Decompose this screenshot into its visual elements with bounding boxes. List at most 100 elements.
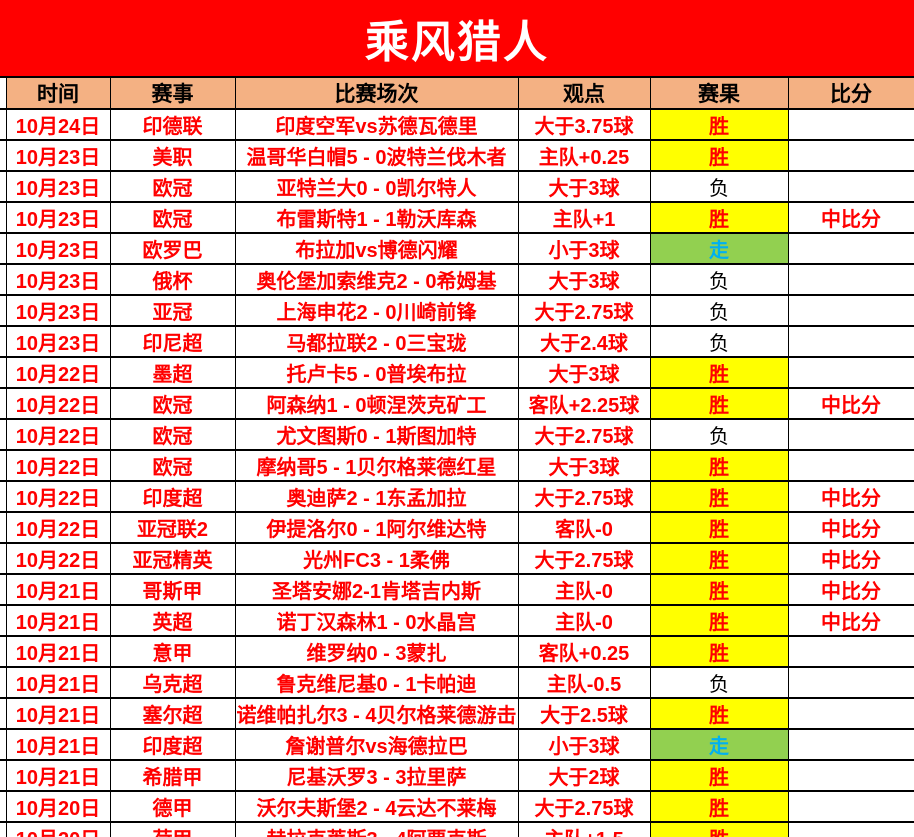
date-cell: 10月24日 — [5, 108, 111, 141]
table-row: 10月23日 美职 温哥华白帽5 - 0波特兰伐木者 主队+0.25 胜 — [0, 139, 914, 172]
view-cell: 主队+0.25 — [517, 139, 651, 172]
date-cell: 10月21日 — [5, 759, 111, 792]
league-cell: 亚冠联2 — [109, 511, 236, 544]
table-row: 10月23日 亚冠 上海申花2 - 0川崎前锋 大于2.75球负 — [0, 294, 914, 327]
score-cell — [787, 139, 914, 172]
score-cell — [787, 294, 914, 327]
score-cell — [787, 418, 914, 451]
view-cell: 大于3球 — [517, 449, 651, 482]
score-cell — [787, 108, 914, 141]
table-header: 时间 赛事 比赛场次 观点 赛果 比分 — [0, 76, 914, 110]
view-cell: 客队-0 — [517, 511, 651, 544]
date-cell: 10月21日 — [5, 635, 111, 668]
match-cell: 马都拉联2 - 0三宝珑 — [234, 325, 519, 358]
table-row: 10月21日 乌克超 鲁克维尼基0 - 1卡帕迪 主队-0.5 负 — [0, 666, 914, 699]
league-cell: 乌克超 — [109, 666, 236, 699]
view-cell: 小于3球 — [517, 232, 651, 265]
view-cell: 小于3球 — [517, 728, 651, 761]
score-cell — [787, 356, 914, 389]
column-header-league: 赛事 — [109, 76, 236, 110]
date-cell: 10月23日 — [5, 294, 111, 327]
view-cell: 主队-0.5 — [517, 666, 651, 699]
match-cell: 圣塔安娜2-1肯塔吉内斯 — [234, 573, 519, 606]
score-cell — [787, 666, 914, 699]
match-cell: 维罗纳0 - 3蒙扎 — [234, 635, 519, 668]
view-cell: 大于2球 — [517, 759, 651, 792]
result-cell: 胜 — [649, 387, 789, 420]
view-cell: 大于3球 — [517, 263, 651, 296]
league-cell: 欧罗巴 — [109, 232, 236, 265]
date-cell: 10月22日 — [5, 480, 111, 513]
table-row: 10月23日 俄杯 奥伦堡加索维克2 - 0希姆基 大于3球负 — [0, 263, 914, 296]
result-cell: 胜 — [649, 201, 789, 234]
results-table: 时间 赛事 比赛场次 观点 赛果 比分 10月24日 印德联 印度空军vs苏德瓦德里… — [0, 76, 914, 837]
column-header-result: 赛果 — [649, 76, 789, 110]
match-cell: 尼基沃罗3 - 3拉里萨 — [234, 759, 519, 792]
league-cell: 亚冠精英 — [109, 542, 236, 575]
league-cell: 印尼超 — [109, 325, 236, 358]
date-cell: 10月21日 — [5, 604, 111, 637]
date-cell: 10月20日 — [5, 790, 111, 823]
header-row: 时间 赛事 比赛场次 观点 赛果 比分 — [0, 76, 914, 110]
score-cell: 中比分 — [787, 542, 914, 575]
view-cell: 客队+2.25球 — [517, 387, 651, 420]
match-cell: 奥伦堡加索维克2 - 0希姆基 — [234, 263, 519, 296]
league-cell: 塞尔超 — [109, 697, 236, 730]
league-cell: 亚冠 — [109, 294, 236, 327]
date-cell: 10月23日 — [5, 170, 111, 203]
league-cell: 希腊甲 — [109, 759, 236, 792]
result-cell: 负 — [649, 418, 789, 451]
result-cell: 胜 — [649, 542, 789, 575]
match-cell: 詹谢普尔vs海德拉巴 — [234, 728, 519, 761]
view-cell: 大于3球 — [517, 356, 651, 389]
table-row: 10月22日 欧冠 摩纳哥5 - 1贝尔格莱德红星 大于3球胜 — [0, 449, 914, 482]
match-cell: 诺维帕扎尔3 - 4贝尔格莱德游击 — [234, 697, 519, 730]
result-cell: 胜 — [649, 759, 789, 792]
table-row: 10月22日 亚冠联2 伊提洛尔0 - 1阿尔维达特 客队-0 胜中比分 — [0, 511, 914, 544]
date-cell: 10月22日 — [5, 542, 111, 575]
table-row: 10月22日 欧冠 阿森纳1 - 0顿涅茨克矿工 客队+2.25球胜中比分 — [0, 387, 914, 420]
result-cell: 胜 — [649, 635, 789, 668]
table-row: 10月21日 印度超 詹谢普尔vs海德拉巴 小于3球走 — [0, 728, 914, 761]
league-cell: 俄杯 — [109, 263, 236, 296]
score-cell: 中比分 — [787, 480, 914, 513]
result-cell: 胜 — [649, 356, 789, 389]
column-header-score: 比分 — [787, 76, 914, 110]
score-cell: 中比分 — [787, 604, 914, 637]
score-cell: 中比分 — [787, 573, 914, 606]
league-cell: 德甲 — [109, 790, 236, 823]
date-cell: 10月23日 — [5, 139, 111, 172]
match-cell: 托卢卡5 - 0普埃布拉 — [234, 356, 519, 389]
match-cell: 赫拉克莱斯3 - 4阿贾克斯 — [234, 821, 519, 837]
match-cell: 奥迪萨2 - 1东孟加拉 — [234, 480, 519, 513]
date-cell: 10月23日 — [5, 232, 111, 265]
match-cell: 光州FC3 - 1柔佛 — [234, 542, 519, 575]
table-row: 10月21日 哥斯甲 圣塔安娜2-1肯塔吉内斯 主队-0 胜中比分 — [0, 573, 914, 606]
result-cell: 负 — [649, 294, 789, 327]
league-cell: 印德联 — [109, 108, 236, 141]
table-row: 10月21日 希腊甲 尼基沃罗3 - 3拉里萨 大于2球胜 — [0, 759, 914, 792]
view-cell: 大于2.75球 — [517, 418, 651, 451]
league-cell: 欧冠 — [109, 170, 236, 203]
score-cell — [787, 728, 914, 761]
date-cell: 10月21日 — [5, 697, 111, 730]
league-cell: 英超 — [109, 604, 236, 637]
view-cell: 大于2.4球 — [517, 325, 651, 358]
table-row: 10月24日 印德联 印度空军vs苏德瓦德里 大于3.75球胜 — [0, 108, 914, 141]
view-cell: 客队+0.25 — [517, 635, 651, 668]
table-row: 10月22日 欧冠 尤文图斯0 - 1斯图加特 大于2.75球负 — [0, 418, 914, 451]
banner: 乘风猎人 — [0, 0, 914, 76]
league-cell: 印度超 — [109, 480, 236, 513]
score-cell — [787, 232, 914, 265]
match-cell: 布雷斯特1 - 1勒沃库森 — [234, 201, 519, 234]
score-cell — [787, 635, 914, 668]
column-header-time: 时间 — [5, 76, 111, 110]
view-cell: 大于3.75球 — [517, 108, 651, 141]
date-cell: 10月22日 — [5, 356, 111, 389]
view-cell: 大于2.5球 — [517, 697, 651, 730]
table-row: 10月23日 欧罗巴 布拉加vs博德闪耀 小于3球走 — [0, 232, 914, 265]
date-cell: 10月23日 — [5, 201, 111, 234]
view-cell: 大于2.75球 — [517, 542, 651, 575]
score-cell: 中比分 — [787, 387, 914, 420]
result-cell: 走 — [649, 232, 789, 265]
